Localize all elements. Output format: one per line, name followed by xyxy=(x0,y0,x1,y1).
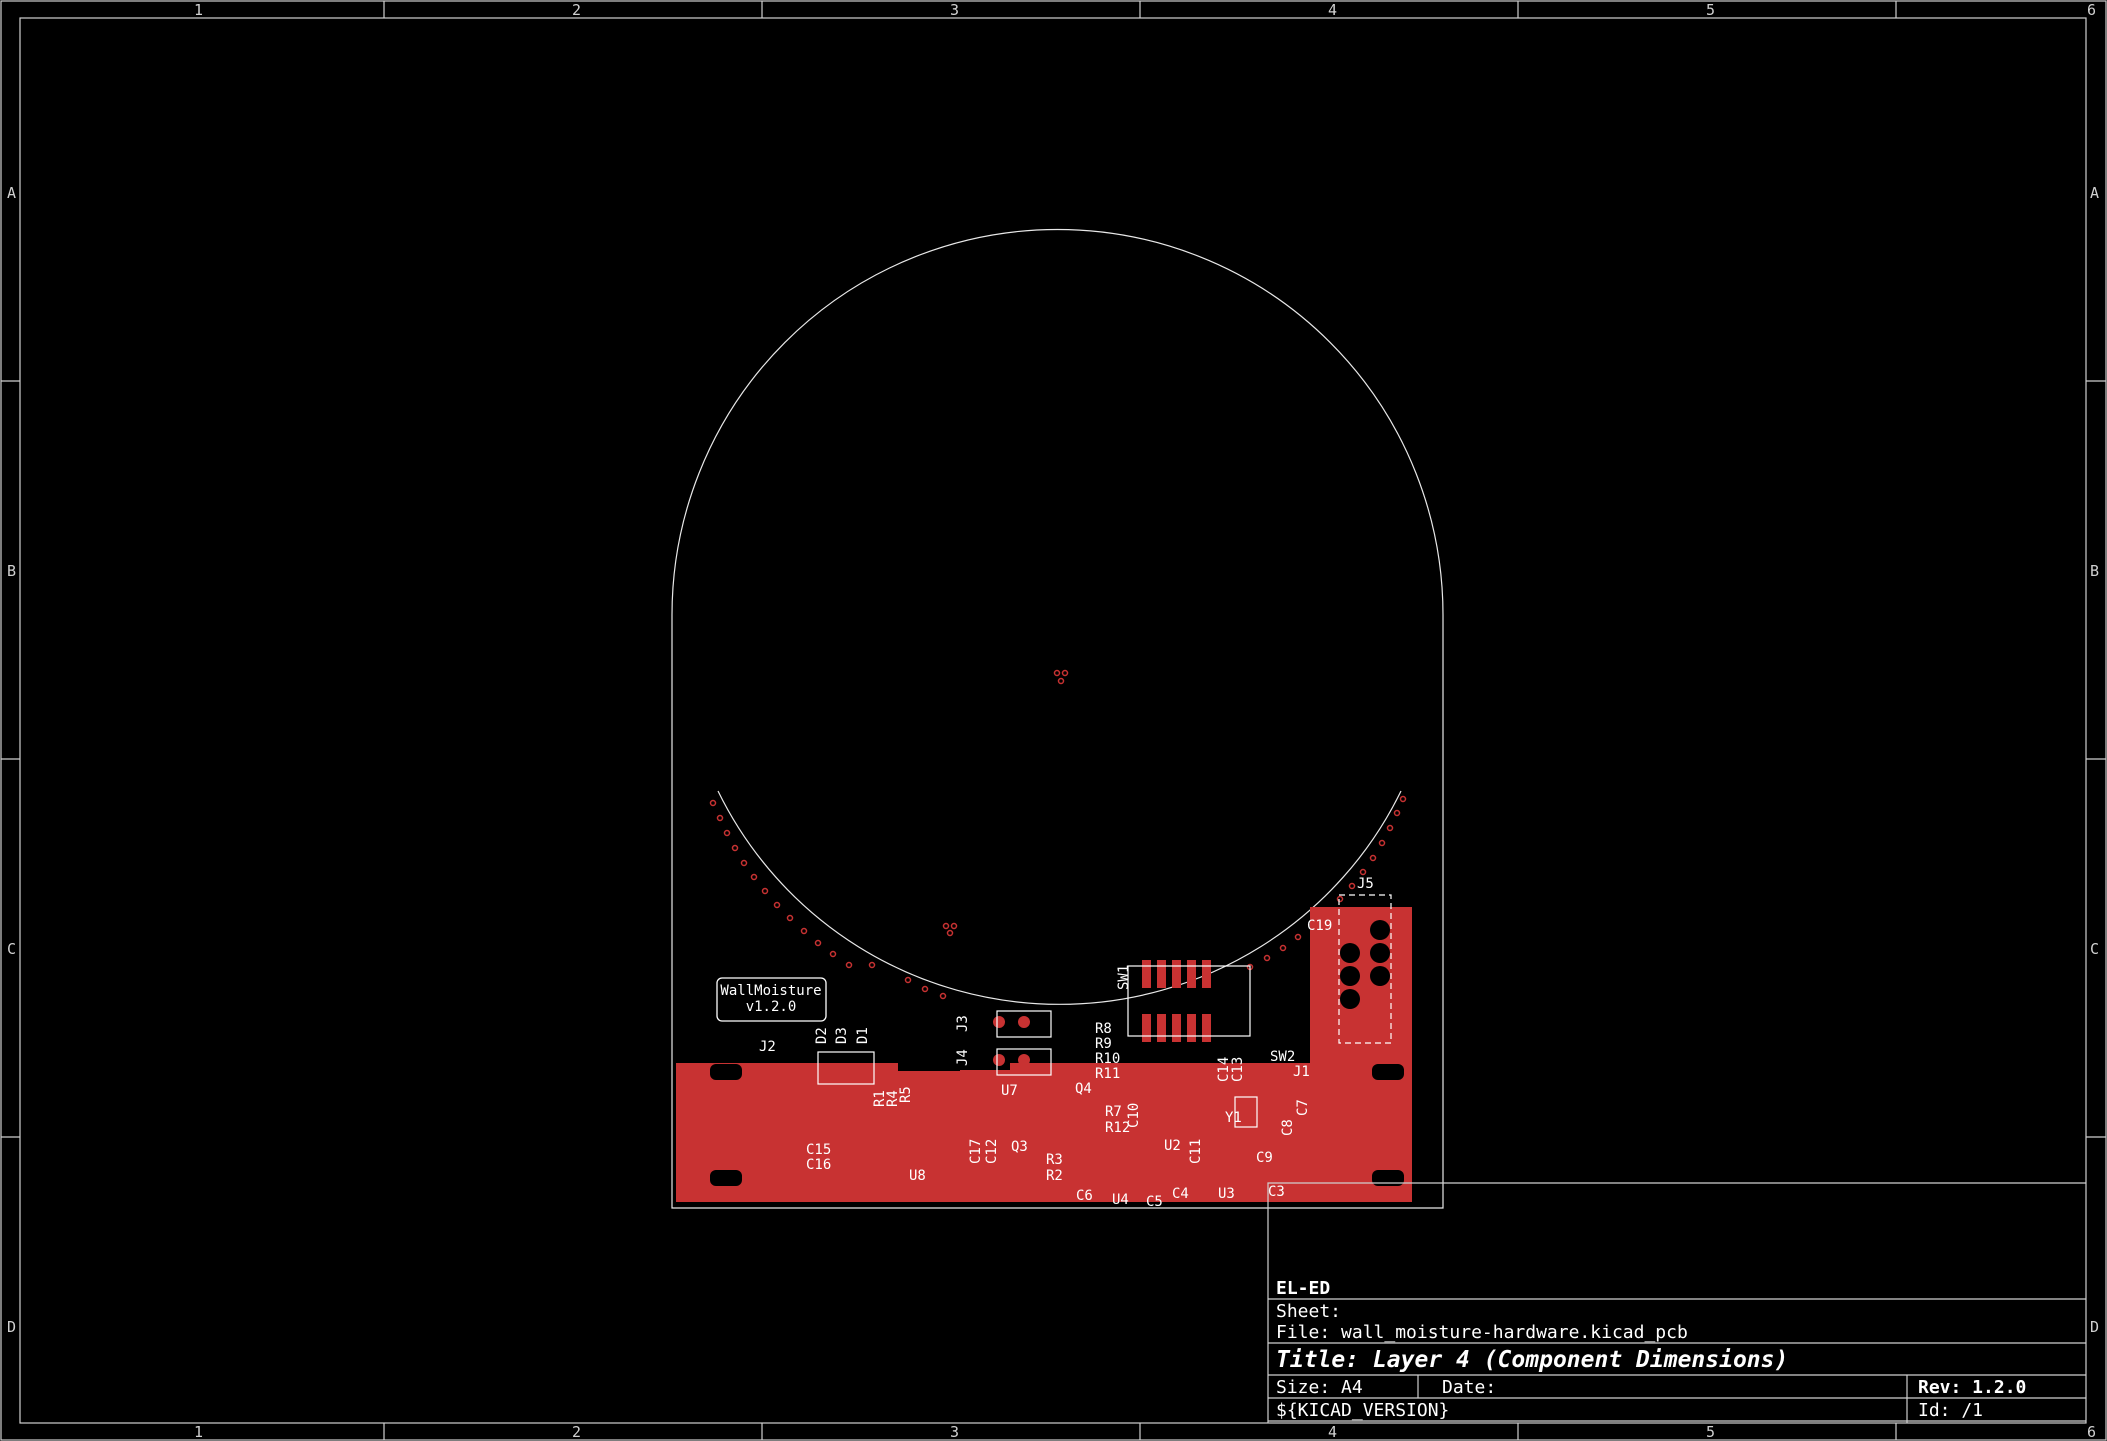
ref-C9: C9 xyxy=(1256,1150,1273,1166)
ref-U4: U4 xyxy=(1112,1192,1129,1208)
row-label: D xyxy=(7,1318,16,1336)
ref-C3: C3 xyxy=(1268,1184,1285,1200)
col-label: 5 xyxy=(1706,1423,1715,1441)
kicad-version: ${KICAD_VERSION} xyxy=(1276,1400,1449,1421)
row-label: A xyxy=(7,184,16,202)
sheet-id: Id: /1 xyxy=(1918,1400,1983,1421)
row-labels-right: A B C D xyxy=(2090,184,2099,1336)
ref-J1: J1 xyxy=(1293,1064,1310,1080)
ref-C7: C7 xyxy=(1295,1099,1311,1116)
ref-J5: J5 xyxy=(1357,876,1374,892)
col-label: 4 xyxy=(1328,1,1337,19)
ref-J2: J2 xyxy=(759,1039,776,1055)
ref-D1: D1 xyxy=(855,1027,871,1044)
board-name: WallMoisture xyxy=(720,983,821,999)
pcb-details xyxy=(710,894,1404,1186)
col-label: 3 xyxy=(950,1423,959,1441)
ref-U3: U3 xyxy=(1218,1186,1235,1202)
row-labels-left: A B C D xyxy=(7,184,16,1336)
file-name: File: wall_moisture-hardware.kicad_pcb xyxy=(1276,1322,1688,1343)
title-block: EL-ED Sheet: File: wall_moisture-hardwar… xyxy=(1267,1182,2086,1423)
ref-C11: C11 xyxy=(1188,1139,1204,1164)
sheet-size: Size: A4 xyxy=(1276,1377,1363,1398)
ref-C14: C14 xyxy=(1216,1057,1232,1082)
col-label: 1 xyxy=(194,1,203,19)
row-label: B xyxy=(2090,562,2099,580)
col-label: 6 xyxy=(2087,1,2096,19)
arc-vias xyxy=(709,669,1407,1000)
ref-C8: C8 xyxy=(1280,1119,1296,1136)
ref-Q4: Q4 xyxy=(1075,1081,1092,1097)
col-label: 1 xyxy=(194,1423,203,1441)
column-labels-top: 1 2 3 4 5 6 xyxy=(194,1,2096,19)
ref-D3: D3 xyxy=(834,1027,850,1044)
ref-C13: C13 xyxy=(1230,1057,1246,1082)
company-name: EL-ED xyxy=(1276,1278,1330,1299)
col-label: 5 xyxy=(1706,1,1715,19)
date-label: Date: xyxy=(1442,1377,1496,1398)
ref-C17: C17 xyxy=(968,1139,984,1164)
ref-J3: J3 xyxy=(955,1015,971,1032)
column-labels-bottom: 1 2 3 4 5 6 xyxy=(194,1423,2096,1441)
board-label-box xyxy=(716,977,827,1022)
component-labels: J2 D2 D3 D1 R1 R4 R5 C15 C16 U8 J3 J4 U7… xyxy=(759,876,1374,1210)
ref-C5: C5 xyxy=(1146,1194,1163,1210)
col-label: 2 xyxy=(572,1423,581,1441)
ref-R2: R2 xyxy=(1046,1168,1063,1184)
ref-C19: C19 xyxy=(1307,918,1332,934)
row-label: D xyxy=(2090,1318,2099,1336)
sheet-label: Sheet: xyxy=(1276,1301,1341,1322)
row-label: C xyxy=(7,940,16,958)
ref-R1: R1 xyxy=(872,1090,888,1107)
inner-frame xyxy=(19,17,2087,1424)
revision: Rev: 1.2.0 xyxy=(1918,1377,2026,1398)
ref-SW1: SW1 xyxy=(1116,965,1132,990)
ref-R9: R9 xyxy=(1095,1036,1112,1052)
ref-C12: C12 xyxy=(984,1139,1000,1164)
ref-R7: R7 xyxy=(1105,1104,1122,1120)
ref-Q3: Q3 xyxy=(1011,1139,1028,1155)
ref-R12: R12 xyxy=(1105,1120,1130,1136)
board-version: v1.2.0 xyxy=(746,999,797,1015)
ref-C10: C10 xyxy=(1126,1103,1142,1128)
col-label: 4 xyxy=(1328,1423,1337,1441)
row-label: C xyxy=(2090,940,2099,958)
row-label: A xyxy=(2090,184,2099,202)
ref-C6: C6 xyxy=(1076,1188,1093,1204)
ref-R11: R11 xyxy=(1095,1066,1120,1082)
ref-U8: U8 xyxy=(909,1168,926,1184)
copper-pour xyxy=(676,907,1412,1202)
ref-C16: C16 xyxy=(806,1157,831,1173)
ref-R5: R5 xyxy=(898,1086,914,1103)
ref-C15: C15 xyxy=(806,1142,831,1158)
ref-R4: R4 xyxy=(885,1090,901,1107)
ref-R10: R10 xyxy=(1095,1051,1120,1067)
row-label: B xyxy=(7,562,16,580)
ref-U2: U2 xyxy=(1164,1138,1181,1154)
ref-D2: D2 xyxy=(814,1027,830,1044)
ref-R8: R8 xyxy=(1095,1021,1112,1037)
ref-SW2: SW2 xyxy=(1270,1049,1295,1065)
board-outline xyxy=(671,228,1444,1209)
ref-J4: J4 xyxy=(955,1049,971,1066)
ref-U7: U7 xyxy=(1001,1083,1018,1099)
sensor-arc xyxy=(717,790,1402,1005)
drawing-title: Title: Layer 4 (Component Dimensions) xyxy=(1276,1347,1788,1373)
col-label: 3 xyxy=(950,1,959,19)
col-label: 6 xyxy=(2087,1423,2096,1441)
ref-C4: C4 xyxy=(1172,1186,1189,1202)
ref-Y1: Y1 xyxy=(1225,1110,1242,1126)
ref-R3: R3 xyxy=(1046,1152,1063,1168)
col-label: 2 xyxy=(572,1,581,19)
